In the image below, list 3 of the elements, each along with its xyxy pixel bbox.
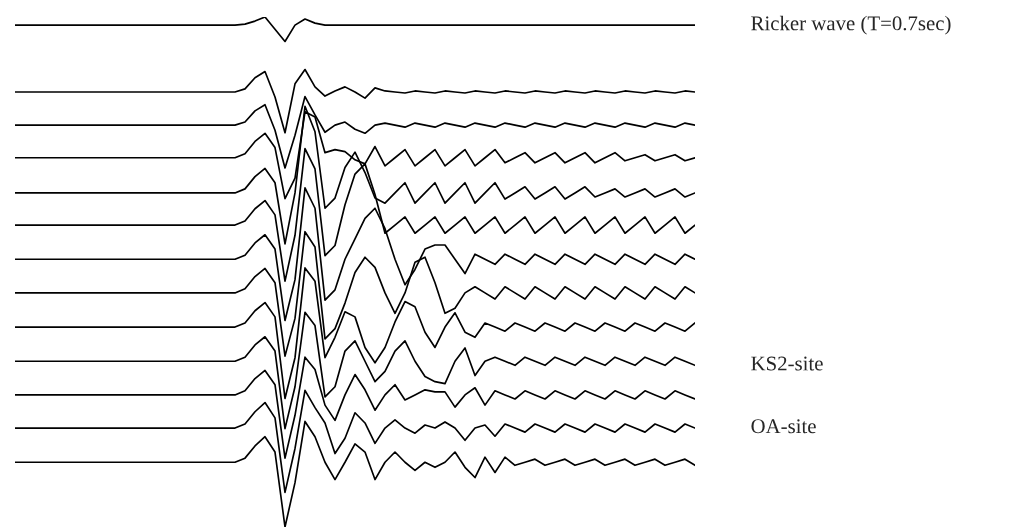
text: Ricker wave (T=0.7sec) xyxy=(751,15,951,35)
text: KS2-site xyxy=(751,356,823,371)
text: OA-site xyxy=(751,419,816,434)
